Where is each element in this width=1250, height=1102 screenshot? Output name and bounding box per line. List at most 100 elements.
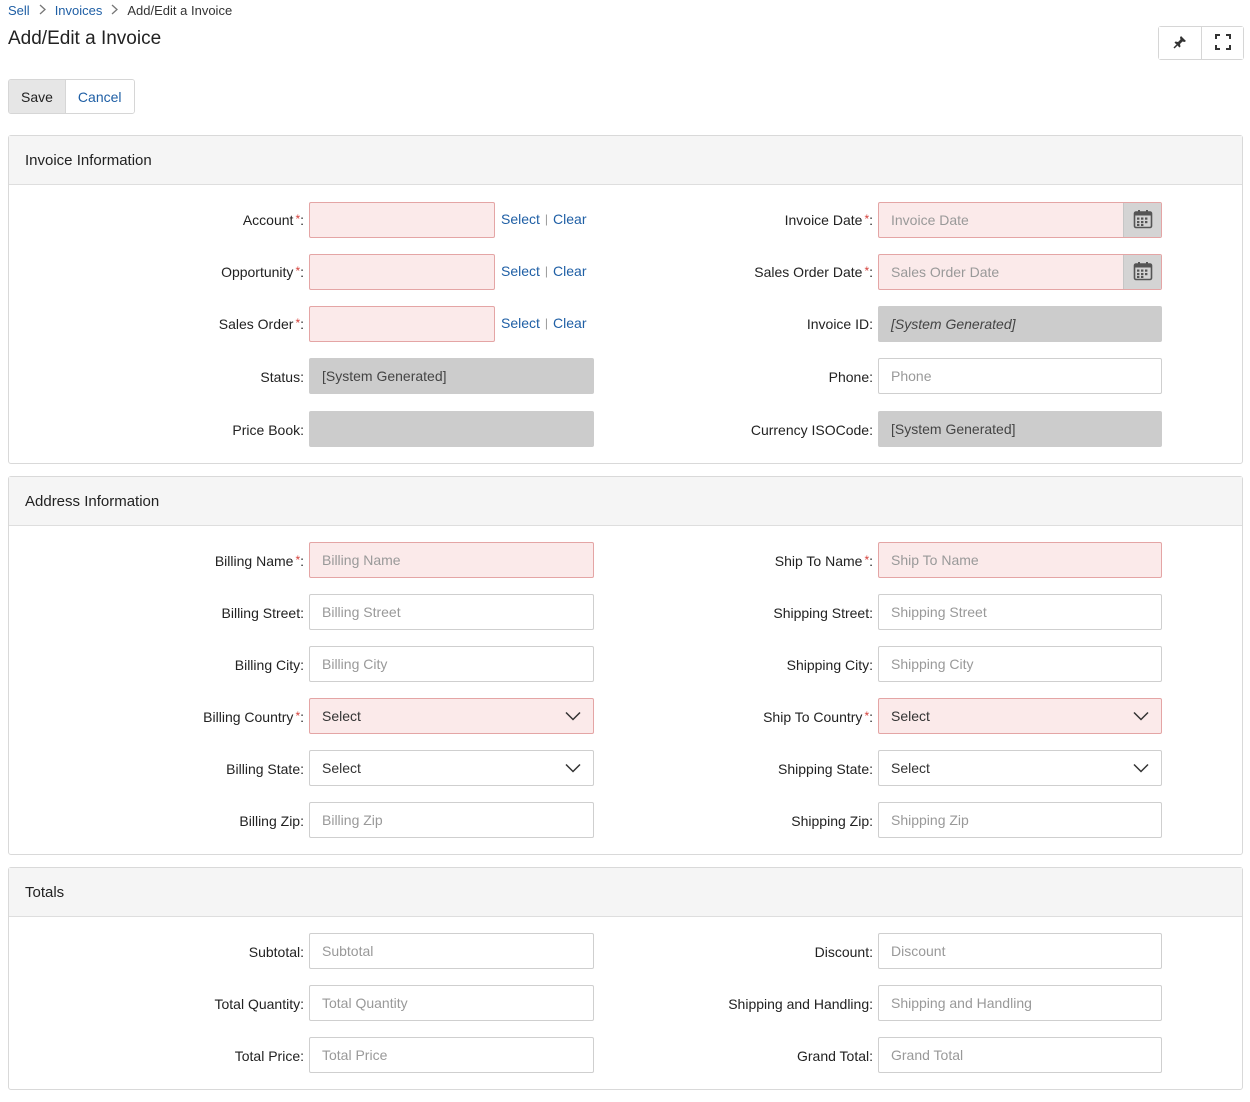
breadcrumb-invoices-link[interactable]: Invoices xyxy=(54,3,103,18)
shipping-street-input[interactable]: Shipping Street xyxy=(878,594,1162,630)
billing-city-label: Billing City: xyxy=(234,657,304,673)
fullscreen-button[interactable] xyxy=(1201,27,1243,59)
invoice-id-label: Invoice ID: xyxy=(806,316,873,332)
shipping-zip-input[interactable]: Shipping Zip xyxy=(878,802,1162,838)
totals-panel: Totals Subtotal: Subtotal Total Quantity… xyxy=(8,867,1243,1090)
view-controls xyxy=(1158,26,1244,60)
account-links: Select | Clear xyxy=(501,211,587,227)
grand-total-input[interactable]: Grand Total xyxy=(878,1037,1162,1073)
calendar-icon xyxy=(1133,209,1153,232)
sales-order-input[interactable] xyxy=(309,306,495,342)
panel-header: Invoice Information xyxy=(9,136,1242,185)
page-title: Add/Edit a Invoice xyxy=(8,28,162,49)
discount-input[interactable]: Discount xyxy=(878,933,1162,969)
ship-to-name-label: Ship To Name *: xyxy=(774,553,873,569)
shipping-street-label: Shipping Street: xyxy=(773,605,873,621)
chevron-down-icon xyxy=(1133,708,1149,724)
invoice-date-placeholder: Invoice Date xyxy=(891,212,969,228)
shipping-city-input[interactable]: Shipping City xyxy=(878,646,1162,682)
status-field: [System Generated] xyxy=(309,358,594,394)
discount-label: Discount: xyxy=(814,944,873,960)
opportunity-select-link[interactable]: Select xyxy=(501,263,540,279)
chevron-down-icon xyxy=(565,708,581,724)
account-label: Account *: xyxy=(242,212,304,228)
currency-label: Currency ISOCode: xyxy=(750,422,873,438)
billing-street-input[interactable]: Billing Street xyxy=(309,594,594,630)
invoice-date-calendar-button[interactable] xyxy=(1123,203,1161,237)
grand-total-label: Grand Total: xyxy=(796,1048,873,1064)
price-book-field xyxy=(309,411,594,447)
shipping-city-label: Shipping City: xyxy=(786,657,873,673)
total-price-label: Total Price: xyxy=(234,1048,304,1064)
chevron-right-icon xyxy=(111,4,119,18)
shipping-state-value: Select xyxy=(891,760,930,776)
save-button[interactable]: Save xyxy=(9,80,66,113)
billing-state-value: Select xyxy=(322,760,361,776)
breadcrumb-current: Add/Edit a Invoice xyxy=(127,3,233,18)
sales-order-date-calendar-button[interactable] xyxy=(1123,255,1161,289)
opportunity-label: Opportunity *: xyxy=(221,264,304,280)
sales-order-links: Select | Clear xyxy=(501,315,587,331)
address-information-panel: Address Information Billing Name *: Billi… xyxy=(8,476,1243,855)
subtotal-input[interactable]: Subtotal xyxy=(309,933,594,969)
subtotal-label: Subtotal: xyxy=(248,944,304,960)
account-select-link[interactable]: Select xyxy=(501,211,540,227)
account-input[interactable] xyxy=(309,202,495,238)
ship-to-country-value: Select xyxy=(891,708,930,724)
breadcrumb: Sell Invoices Add/Edit a Invoice xyxy=(8,3,232,18)
invoice-date-input[interactable]: Invoice Date xyxy=(878,202,1162,238)
opportunity-input[interactable] xyxy=(309,254,495,290)
cancel-button[interactable]: Cancel xyxy=(65,80,134,113)
billing-street-label: Billing Street: xyxy=(221,605,304,621)
billing-city-input[interactable]: Billing City xyxy=(309,646,594,682)
sales-order-date-placeholder: Sales Order Date xyxy=(891,264,1000,280)
chevron-right-icon xyxy=(39,4,46,18)
billing-state-label: Billing State: xyxy=(226,761,304,777)
total-quantity-label: Total Quantity: xyxy=(214,996,305,1012)
currency-field: [System Generated] xyxy=(878,411,1162,447)
phone-label: Phone: xyxy=(828,369,873,385)
billing-name-label: Billing Name *: xyxy=(214,553,304,569)
sales-order-label: Sales Order *: xyxy=(218,316,304,332)
shipping-handling-input[interactable]: Shipping and Handling xyxy=(878,985,1162,1021)
sales-order-select-link[interactable]: Select xyxy=(501,315,540,331)
opportunity-clear-link[interactable]: Clear xyxy=(553,263,587,279)
ship-to-country-label: Ship To Country *: xyxy=(763,709,873,725)
billing-country-value: Select xyxy=(322,708,361,724)
billing-state-select[interactable]: Select xyxy=(309,750,594,786)
billing-zip-label: Billing Zip: xyxy=(239,813,304,829)
sales-order-date-input[interactable]: Sales Order Date xyxy=(878,254,1162,290)
total-quantity-input[interactable]: Total Quantity xyxy=(309,985,594,1021)
calendar-icon xyxy=(1133,261,1153,284)
total-price-input[interactable]: Total Price xyxy=(309,1037,594,1073)
fullscreen-icon xyxy=(1214,33,1231,53)
form-actions: Save Cancel xyxy=(8,79,135,114)
invoice-id-field: [System Generated] xyxy=(878,306,1162,342)
pin-button[interactable] xyxy=(1159,27,1201,59)
breadcrumb-sell-link[interactable]: Sell xyxy=(8,3,30,18)
price-book-label: Price Book: xyxy=(232,422,304,438)
opportunity-links: Select | Clear xyxy=(501,263,587,279)
billing-country-select[interactable]: Select xyxy=(309,698,594,734)
ship-to-country-select[interactable]: Select xyxy=(878,698,1162,734)
panel-header: Address Information xyxy=(9,477,1242,526)
pin-icon xyxy=(1173,35,1187,52)
chevron-down-icon xyxy=(1133,760,1149,776)
shipping-handling-label: Shipping and Handling: xyxy=(728,996,873,1012)
shipping-state-select[interactable]: Select xyxy=(878,750,1162,786)
account-clear-link[interactable]: Clear xyxy=(553,211,587,227)
invoice-information-panel: Invoice Information Account *: Select | Cle… xyxy=(8,135,1243,464)
invoice-date-label: Invoice Date *: xyxy=(784,212,873,228)
shipping-state-label: Shipping State: xyxy=(778,761,873,777)
chevron-down-icon xyxy=(565,760,581,776)
billing-zip-input[interactable]: Billing Zip xyxy=(309,802,594,838)
billing-country-label: Billing Country *: xyxy=(203,709,304,725)
sales-order-date-label: Sales Order Date *: xyxy=(754,264,873,280)
panel-header: Totals xyxy=(9,868,1242,917)
ship-to-name-input[interactable]: Ship To Name xyxy=(878,542,1162,578)
shipping-zip-label: Shipping Zip: xyxy=(791,813,873,829)
billing-name-input[interactable]: Billing Name xyxy=(309,542,594,578)
status-label: Status: xyxy=(260,369,304,385)
sales-order-clear-link[interactable]: Clear xyxy=(553,315,587,331)
phone-input[interactable]: Phone xyxy=(878,358,1162,394)
